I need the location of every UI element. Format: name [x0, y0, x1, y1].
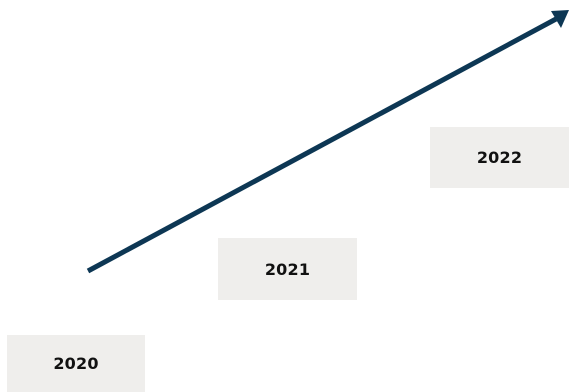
step-label: 2020 — [53, 354, 99, 373]
step-label: 2022 — [476, 148, 523, 167]
step-box-2020: 2020 — [7, 335, 145, 392]
step-box-2021: 2021 — [218, 238, 357, 300]
arrow-head-icon — [551, 10, 569, 28]
step-box-2022: 2022 — [430, 127, 569, 188]
arrow-shaft — [86, 16, 558, 274]
step-label: 2021 — [264, 259, 311, 279]
